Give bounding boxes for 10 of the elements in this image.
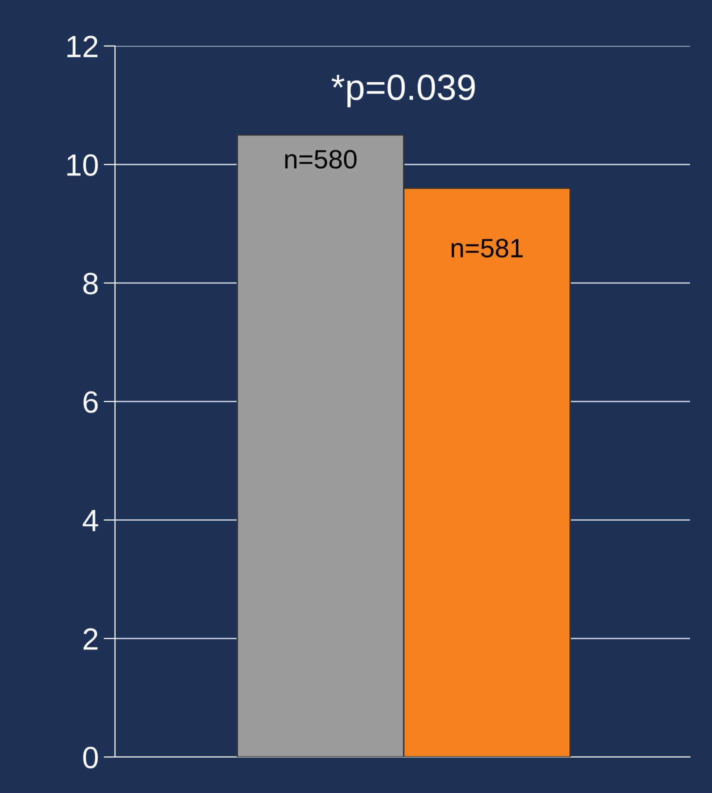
y-tick-label: 8 xyxy=(83,272,98,294)
annotation: n=580 xyxy=(285,150,357,169)
y-tick-label: 6 xyxy=(84,391,98,413)
y-tick-label: 0 xyxy=(83,746,98,768)
annotation: *p=0.039 xyxy=(332,74,475,108)
y-tick-label: 10 xyxy=(67,154,98,176)
y-tick-label: 4 xyxy=(82,510,98,532)
annotation: n=581 xyxy=(452,238,523,258)
y-tick-label: 12 xyxy=(67,36,98,58)
y-tick-label: 2 xyxy=(84,628,98,650)
